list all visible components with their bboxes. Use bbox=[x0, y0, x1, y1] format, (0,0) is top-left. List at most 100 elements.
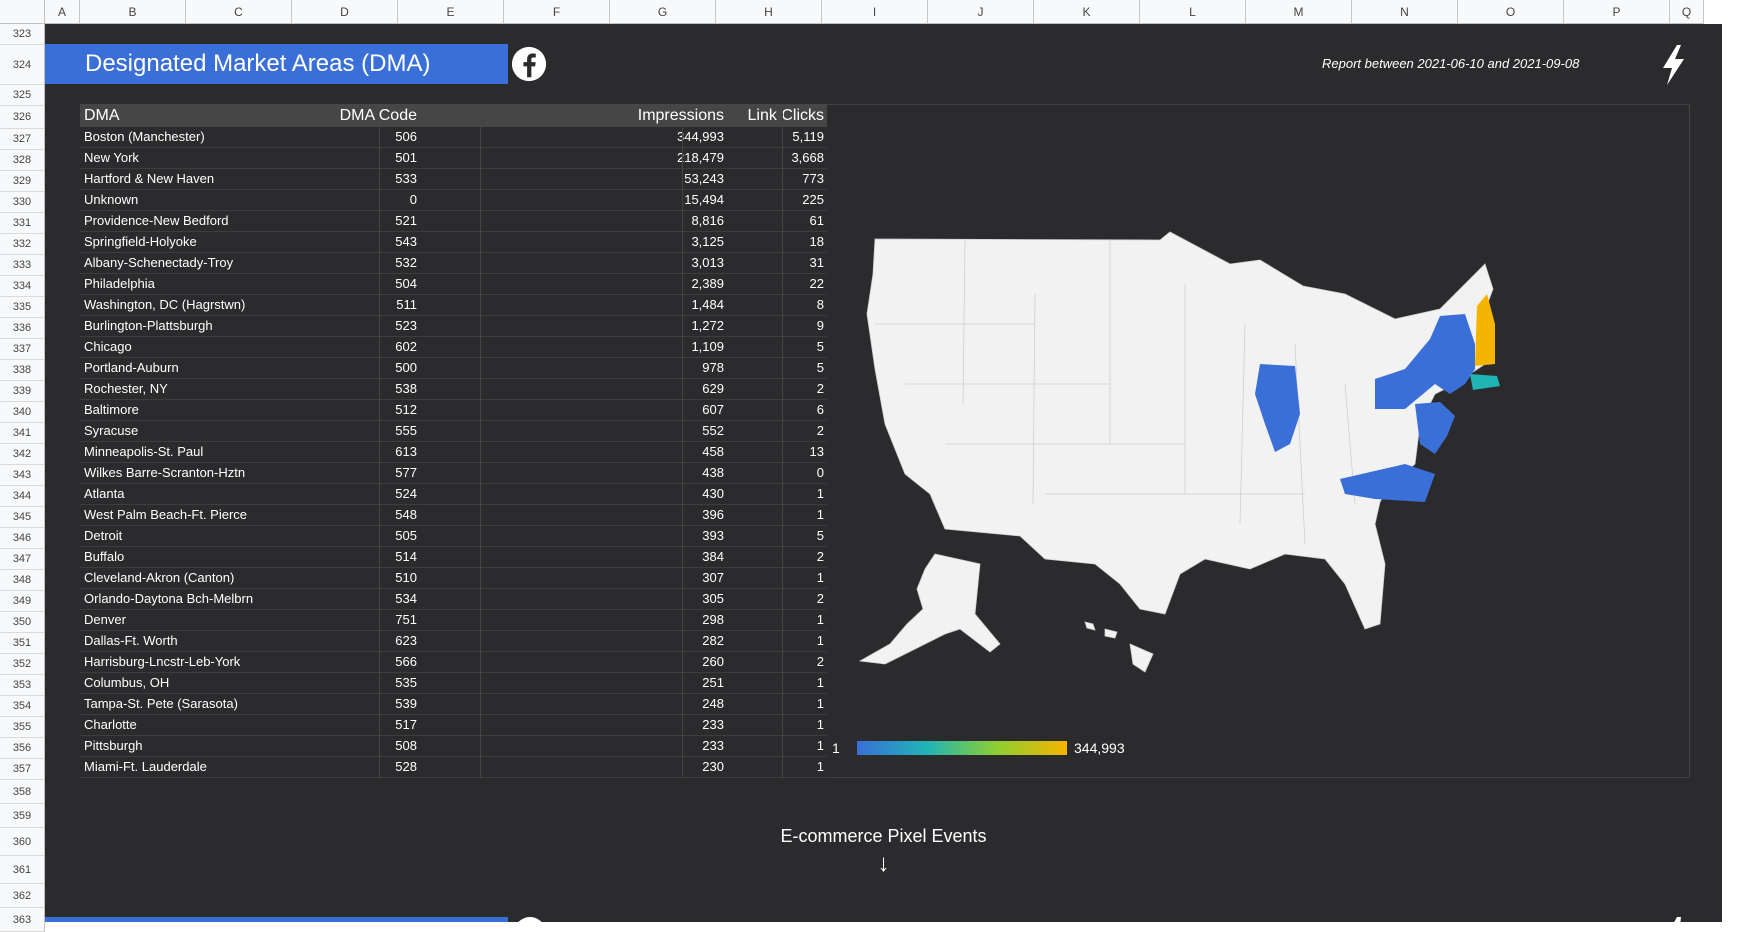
row-header[interactable]: 352 bbox=[0, 654, 45, 675]
header-dma: DMA bbox=[84, 107, 120, 124]
row-header[interactable]: 339 bbox=[0, 381, 45, 402]
cell-clicks: 2 bbox=[816, 549, 824, 564]
row-header[interactable]: 349 bbox=[0, 591, 45, 612]
row-header[interactable]: 360 bbox=[0, 828, 45, 856]
row-header[interactable]: 362 bbox=[0, 884, 45, 908]
column-header[interactable]: K bbox=[1034, 0, 1140, 24]
select-all-corner[interactable] bbox=[0, 0, 45, 24]
column-header[interactable]: G bbox=[610, 0, 716, 24]
cell-impressions: 1,109 bbox=[691, 339, 724, 354]
row-header[interactable]: 323 bbox=[0, 24, 45, 45]
cell-code: 538 bbox=[395, 381, 417, 396]
section-title: E-commerce Pixel Events bbox=[780, 826, 987, 846]
column-header[interactable]: C bbox=[186, 0, 292, 24]
row-header[interactable]: 355 bbox=[0, 717, 45, 738]
column-header[interactable]: B bbox=[80, 0, 186, 24]
cell-clicks: 1 bbox=[816, 486, 824, 501]
north-carolina-region bbox=[1340, 464, 1435, 502]
us-dma-map bbox=[858, 231, 1500, 673]
cell-code: 521 bbox=[395, 213, 417, 228]
row-header[interactable]: 342 bbox=[0, 444, 45, 465]
table-row: Atlanta 524 430 1 bbox=[80, 484, 827, 505]
title-banner: Designated Market Areas (DMA) bbox=[45, 44, 508, 84]
row-header[interactable]: 331 bbox=[0, 213, 45, 234]
table-row: Charlotte 517 233 1 bbox=[80, 715, 827, 736]
cell-code: 623 bbox=[395, 633, 417, 648]
column-header[interactable]: P bbox=[1564, 0, 1670, 24]
row-header[interactable]: 334 bbox=[0, 276, 45, 297]
row-header[interactable]: 336 bbox=[0, 318, 45, 339]
row-header[interactable]: 361 bbox=[0, 856, 45, 884]
row-header[interactable]: 328 bbox=[0, 150, 45, 171]
column-header[interactable]: E bbox=[398, 0, 504, 24]
column-header[interactable]: H bbox=[716, 0, 822, 24]
row-header[interactable]: 324 bbox=[0, 45, 45, 85]
cell-impressions: 251 bbox=[702, 675, 724, 690]
color-scale-legend bbox=[857, 741, 1067, 755]
row-header[interactable]: 335 bbox=[0, 297, 45, 318]
column-header[interactable]: N bbox=[1352, 0, 1458, 24]
table-row: Syracuse 555 552 2 bbox=[80, 421, 827, 442]
column-header[interactable]: O bbox=[1458, 0, 1564, 24]
column-header[interactable]: L bbox=[1140, 0, 1246, 24]
row-header[interactable]: 347 bbox=[0, 549, 45, 570]
column-header[interactable]: Q bbox=[1670, 0, 1704, 24]
row-header[interactable]: 348 bbox=[0, 570, 45, 591]
cell-impressions: 629 bbox=[702, 381, 724, 396]
row-header[interactable]: 351 bbox=[0, 633, 45, 654]
row-header[interactable]: 325 bbox=[0, 85, 45, 106]
row-header[interactable]: 332 bbox=[0, 234, 45, 255]
cell-code: 543 bbox=[395, 234, 417, 249]
row-header[interactable]: 333 bbox=[0, 255, 45, 276]
row-header[interactable]: 357 bbox=[0, 759, 45, 780]
table-row: Miami-Ft. Lauderdale 528 230 1 bbox=[80, 757, 827, 778]
row-header[interactable]: 327 bbox=[0, 129, 45, 150]
row-header[interactable]: 329 bbox=[0, 171, 45, 192]
down-arrow-icon: ↓ bbox=[877, 850, 890, 877]
column-header[interactable]: M bbox=[1246, 0, 1352, 24]
column-header[interactable]: F bbox=[504, 0, 610, 24]
cell-impressions: 53,243 bbox=[684, 171, 724, 186]
boston-manchester-region bbox=[1475, 294, 1495, 366]
table-row: Minneapolis-St. Paul 613 458 13 bbox=[80, 442, 827, 463]
cell-dma: Denver bbox=[84, 612, 126, 627]
column-header[interactable]: I bbox=[822, 0, 928, 24]
cell-code: 517 bbox=[395, 717, 417, 732]
row-header[interactable]: 337 bbox=[0, 339, 45, 360]
row-header[interactable]: 356 bbox=[0, 738, 45, 759]
cell-impressions: 307 bbox=[702, 570, 724, 585]
cell-impressions: 15,494 bbox=[684, 192, 724, 207]
row-header[interactable]: 338 bbox=[0, 360, 45, 381]
row-header[interactable]: 358 bbox=[0, 780, 45, 804]
row-header[interactable]: 326 bbox=[0, 106, 45, 129]
row-header[interactable]: 343 bbox=[0, 465, 45, 486]
column-header[interactable]: J bbox=[928, 0, 1034, 24]
cell-dma: Tampa-St. Pete (Sarasota) bbox=[84, 696, 238, 711]
cell-dma: Pittsburgh bbox=[84, 738, 143, 753]
row-header[interactable]: 350 bbox=[0, 612, 45, 633]
row-header[interactable]: 340 bbox=[0, 402, 45, 423]
row-header[interactable]: 345 bbox=[0, 507, 45, 528]
cell-dma: Philadelphia bbox=[84, 276, 155, 291]
row-header[interactable]: 341 bbox=[0, 423, 45, 444]
header-link-clicks: Link Clicks bbox=[747, 107, 824, 124]
table-row: Denver 751 298 1 bbox=[80, 610, 827, 631]
mid-atlantic-region bbox=[1415, 402, 1455, 454]
cell-impressions: 233 bbox=[702, 717, 724, 732]
row-header[interactable]: 363 bbox=[0, 908, 45, 932]
column-header[interactable]: D bbox=[292, 0, 398, 24]
row-header[interactable]: 346 bbox=[0, 528, 45, 549]
cell-code: 506 bbox=[395, 129, 417, 144]
row-header[interactable]: 353 bbox=[0, 675, 45, 696]
row-header[interactable]: 354 bbox=[0, 696, 45, 717]
cell-impressions: 2,389 bbox=[691, 276, 724, 291]
row-header[interactable]: 344 bbox=[0, 486, 45, 507]
cell-dma: Detroit bbox=[84, 528, 123, 543]
cell-clicks: 9 bbox=[816, 318, 824, 333]
row-header[interactable]: 359 bbox=[0, 804, 45, 828]
cell-impressions: 396 bbox=[702, 507, 724, 522]
cell-impressions: 282 bbox=[702, 633, 724, 648]
column-header[interactable]: A bbox=[45, 0, 80, 24]
cell-impressions: 260 bbox=[702, 654, 724, 669]
row-header[interactable]: 330 bbox=[0, 192, 45, 213]
